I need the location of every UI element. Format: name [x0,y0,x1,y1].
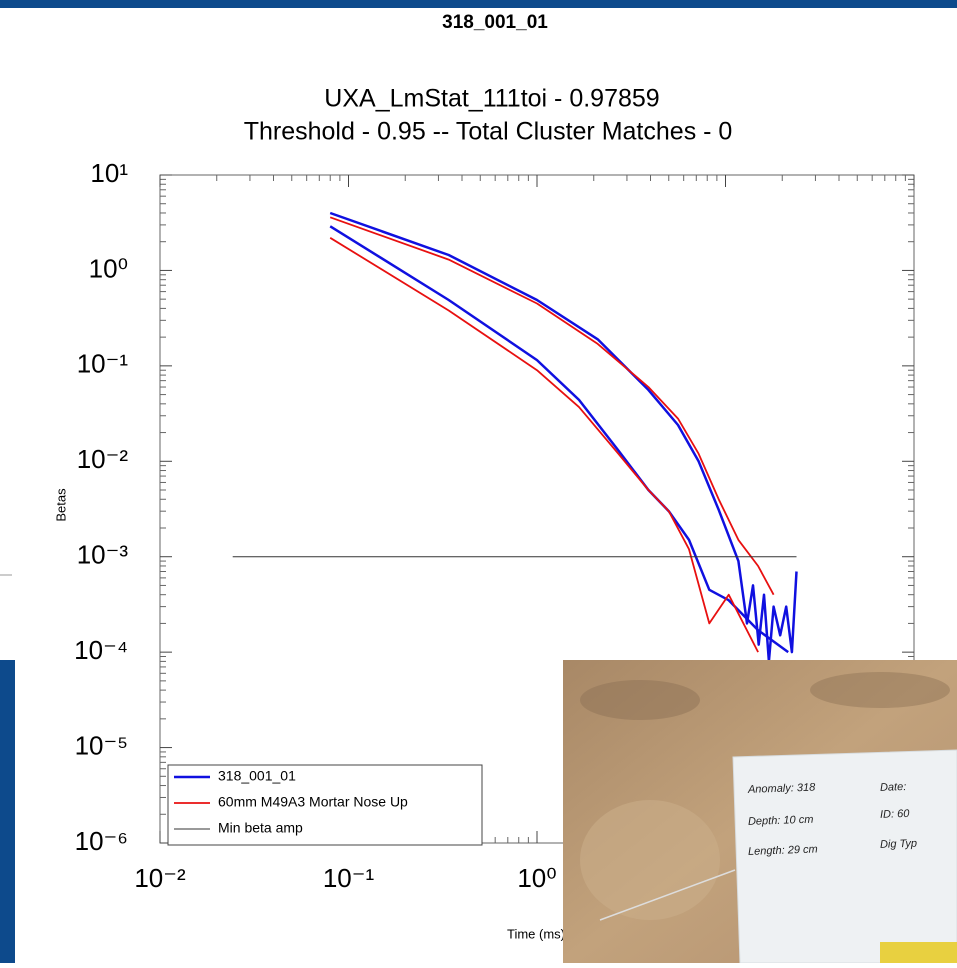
tape-measure [880,942,957,963]
y-tick-label: 10⁻³ [77,540,129,570]
series-line [329,237,759,653]
chart-subtitle: Threshold - 0.95 -- Total Cluster Matche… [244,118,733,146]
y-tick-label: 10⁻² [77,444,129,474]
left-band [0,660,15,963]
whiteboard [732,749,957,964]
legend-box [167,764,483,846]
string [599,869,736,921]
whiteboard-text: Depth: 10 cm [748,814,814,828]
photo: Anomaly: 318 Depth: 10 cm Length: 29 cm Dat… [563,660,957,964]
whiteboard-text: Date: [880,781,907,794]
series-line [329,211,798,663]
y-tick-label: 10¹ [90,158,128,188]
legend-label: Min beta amp [218,820,303,836]
legend-label: 318_001_01 [218,768,296,784]
photo-tracks [580,800,720,920]
photo-shadow [810,672,950,708]
y-tick-label: 10⁻¹ [77,349,129,379]
photo-shadow [580,680,700,720]
whiteboard-text: Dig Typ [880,838,917,851]
x-axis-label: Time (ms) [507,926,565,941]
legend-label: 60mm M49A3 Mortar Nose Up [218,794,408,810]
whiteboard-text: ID: 60 [880,808,911,821]
y-tick-label: 10⁻⁵ [75,730,128,760]
top-band [0,0,957,8]
y-tick-label: 10⁻⁴ [74,635,128,665]
page-title: 318_001_01 [442,12,548,33]
x-tick-label: 10⁰ [517,863,556,893]
whiteboard-text: Length: 29 cm [748,843,818,857]
x-tick-label: 10⁻¹ [323,863,375,893]
chart-title: UXA_LmStat_111toi - 0.97859 [324,85,659,113]
y-axis-label: Betas [53,488,68,522]
series-line [329,216,775,596]
y-tick-label: 10⁻⁶ [75,826,128,856]
y-tick-label: 10⁰ [89,253,128,283]
whiteboard-text: Anomaly: 318 [747,782,817,796]
x-tick-label: 10⁻² [134,863,186,893]
